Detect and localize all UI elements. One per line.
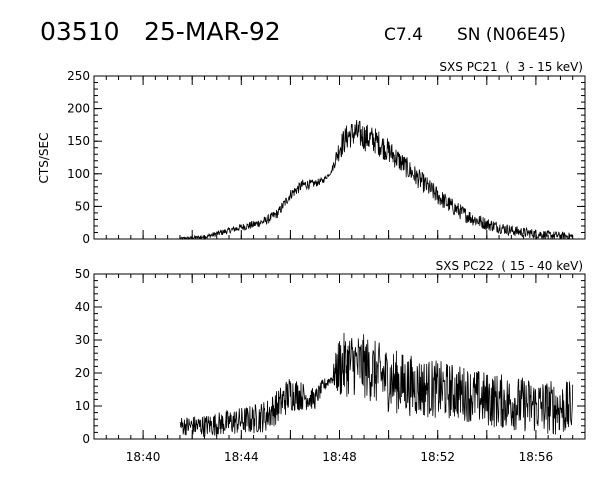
y-tick-label: 10 bbox=[75, 399, 90, 413]
panel-pc22-frame bbox=[93, 273, 586, 440]
panel-pc21-title: SXS PC21 ( 3 - 15 keV) bbox=[439, 60, 583, 74]
y-tick-label: 150 bbox=[67, 134, 90, 148]
panel-pc22-title: SXS PC22 ( 15 - 40 keV) bbox=[436, 259, 583, 273]
event-id: 03510 bbox=[40, 17, 120, 46]
flare-location: SN (N06E45) bbox=[457, 25, 566, 45]
y-tick-label: 40 bbox=[75, 300, 90, 314]
x-tick-label: 18:52 bbox=[420, 450, 455, 464]
y-tick-label: 0 bbox=[82, 432, 90, 446]
pc21-trace bbox=[179, 120, 574, 241]
y-tick-label: 50 bbox=[75, 199, 90, 213]
panel-pc21-ticks: 0 50 100 150 200 250 bbox=[67, 69, 586, 246]
y-tick-label: 100 bbox=[67, 167, 90, 181]
x-tick-label: 18:48 bbox=[322, 450, 357, 464]
event-date: 25-MAR-92 bbox=[144, 17, 281, 46]
panel-pc21-frame bbox=[93, 75, 586, 240]
panel-pc21-ylabel: CTS/SEC bbox=[37, 133, 51, 184]
panel-pc22-ticks: 0 10 20 30 40 50 18:40 18:44 18:48 18:52 18:56 bbox=[75, 267, 586, 464]
pc22-trace bbox=[179, 332, 574, 437]
panel-pc21: SXS PC21 ( 3 - 15 keV) CTS/SEC 0 50 100 150… bbox=[37, 60, 586, 246]
y-tick-label: 0 bbox=[82, 232, 90, 246]
x-tick-label: 18:56 bbox=[519, 450, 554, 464]
x-tick-label: 18:40 bbox=[126, 450, 161, 464]
y-tick-label: 30 bbox=[75, 333, 90, 347]
y-tick-label: 200 bbox=[67, 102, 90, 116]
y-tick-label: 20 bbox=[75, 366, 90, 380]
panel-pc22: SXS PC22 ( 15 - 40 keV) 0 10 20 30 40 50 18:40… bbox=[75, 259, 586, 464]
x-tick-label: 18:44 bbox=[224, 450, 259, 464]
flare-class: C7.4 bbox=[384, 25, 423, 45]
y-tick-label: 250 bbox=[67, 69, 90, 83]
y-tick-label: 50 bbox=[75, 267, 90, 281]
